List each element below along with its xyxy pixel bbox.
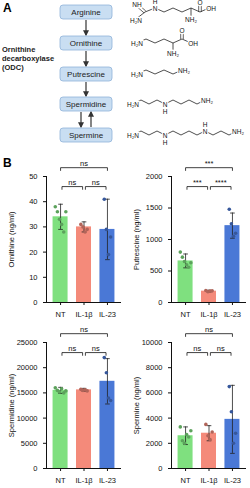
svg-text:Spermine: Spermine xyxy=(69,131,104,140)
svg-text:0: 0 xyxy=(33,464,37,473)
svg-text:40: 40 xyxy=(29,197,37,206)
svg-text:***: *** xyxy=(193,178,202,187)
svg-text:decarboxylase: decarboxylase xyxy=(2,54,54,63)
svg-text:ns: ns xyxy=(92,344,100,353)
svg-text:10000: 10000 xyxy=(142,338,163,347)
svg-text:ns: ns xyxy=(193,344,201,353)
svg-text:IL-23: IL-23 xyxy=(99,476,116,485)
svg-text:H₂N: H₂N xyxy=(130,17,142,24)
svg-text:O: O xyxy=(179,27,184,34)
svg-text:50: 50 xyxy=(29,172,37,181)
svg-text:Putrescine (ng/ml): Putrescine (ng/ml) xyxy=(132,209,141,270)
svg-text:15000: 15000 xyxy=(17,388,38,397)
svg-text:ns: ns xyxy=(92,178,100,187)
svg-text:Putrescine: Putrescine xyxy=(67,70,105,79)
svg-text:IL-1β: IL-1β xyxy=(75,310,93,319)
svg-text:ns: ns xyxy=(68,178,76,187)
svg-text:Spermidine: Spermidine xyxy=(66,100,107,109)
svg-text:IL-23: IL-23 xyxy=(224,310,241,319)
svg-text:NH₂: NH₂ xyxy=(201,97,213,104)
svg-text:500: 500 xyxy=(150,266,163,275)
svg-text:Arginine: Arginine xyxy=(71,8,101,17)
svg-text:H₂N: H₂N xyxy=(131,71,143,78)
svg-text:N: N xyxy=(163,132,168,139)
svg-text:IL-23: IL-23 xyxy=(99,310,116,319)
svg-text:NT: NT xyxy=(56,310,66,319)
svg-text:N: N xyxy=(203,128,208,135)
svg-text:H₂N: H₂N xyxy=(127,132,139,139)
svg-text:2000: 2000 xyxy=(146,439,163,448)
svg-text:IL-1β: IL-1β xyxy=(200,476,218,485)
svg-text:(ODC): (ODC) xyxy=(2,63,24,72)
svg-text:25000: 25000 xyxy=(17,338,38,347)
svg-text:0: 0 xyxy=(158,464,162,473)
svg-text:****: **** xyxy=(215,178,227,187)
svg-text:ns: ns xyxy=(68,344,76,353)
svg-text:10000: 10000 xyxy=(17,414,38,423)
svg-text:OH: OH xyxy=(206,5,216,12)
svg-text:NH₂: NH₂ xyxy=(167,50,179,57)
svg-text:Spermine (ng/ml): Spermine (ng/ml) xyxy=(132,376,141,434)
svg-text:N: N xyxy=(153,5,158,12)
svg-text:10: 10 xyxy=(29,273,37,282)
svg-text:6000: 6000 xyxy=(146,388,163,397)
svg-text:4000: 4000 xyxy=(146,414,163,423)
svg-text:NH₂: NH₂ xyxy=(178,67,190,74)
svg-text:OH: OH xyxy=(188,40,198,47)
svg-text:H: H xyxy=(163,139,168,146)
svg-text:30: 30 xyxy=(29,222,37,231)
svg-text:1500: 1500 xyxy=(146,203,163,212)
svg-text:2000: 2000 xyxy=(146,172,163,181)
svg-text:N: N xyxy=(163,101,168,108)
svg-text:H₂N: H₂N xyxy=(127,101,139,108)
svg-text:Ornithine (ng/ml): Ornithine (ng/ml) xyxy=(7,211,16,267)
svg-text:IL-1β: IL-1β xyxy=(75,476,93,485)
svg-text:Ornithine: Ornithine xyxy=(70,39,103,48)
svg-text:IL-23: IL-23 xyxy=(224,476,241,485)
svg-text:0: 0 xyxy=(33,298,37,307)
svg-text:0: 0 xyxy=(158,298,162,307)
svg-text:8000: 8000 xyxy=(146,363,163,372)
svg-text:H: H xyxy=(203,121,208,128)
svg-text:5000: 5000 xyxy=(21,439,38,448)
svg-text:IL-1β: IL-1β xyxy=(200,310,218,319)
svg-text:Spermidine (ng/ml): Spermidine (ng/ml) xyxy=(7,373,16,437)
svg-text:A: A xyxy=(3,1,12,15)
svg-text:ns: ns xyxy=(80,325,88,334)
svg-text:Ornithine: Ornithine xyxy=(2,45,35,54)
html-text:B: B xyxy=(3,156,12,170)
svg-text:NH: NH xyxy=(132,1,142,8)
svg-text:ns: ns xyxy=(80,159,88,168)
svg-text:O: O xyxy=(197,0,202,6)
svg-text:NT: NT xyxy=(181,310,191,319)
svg-text:1000: 1000 xyxy=(146,235,163,244)
svg-text:20: 20 xyxy=(29,248,37,257)
svg-text:20000: 20000 xyxy=(17,363,38,372)
svg-text:NH₂: NH₂ xyxy=(232,128,244,135)
svg-text:ns: ns xyxy=(205,325,213,334)
svg-text:H: H xyxy=(163,108,168,115)
svg-text:H: H xyxy=(153,0,158,5)
svg-text:***: *** xyxy=(205,159,214,168)
svg-text:H₂N: H₂N xyxy=(131,40,143,47)
svg-text:NH₂: NH₂ xyxy=(185,16,197,23)
svg-text:NT: NT xyxy=(56,476,66,485)
svg-text:NT: NT xyxy=(181,476,191,485)
svg-text:ns: ns xyxy=(217,344,225,353)
